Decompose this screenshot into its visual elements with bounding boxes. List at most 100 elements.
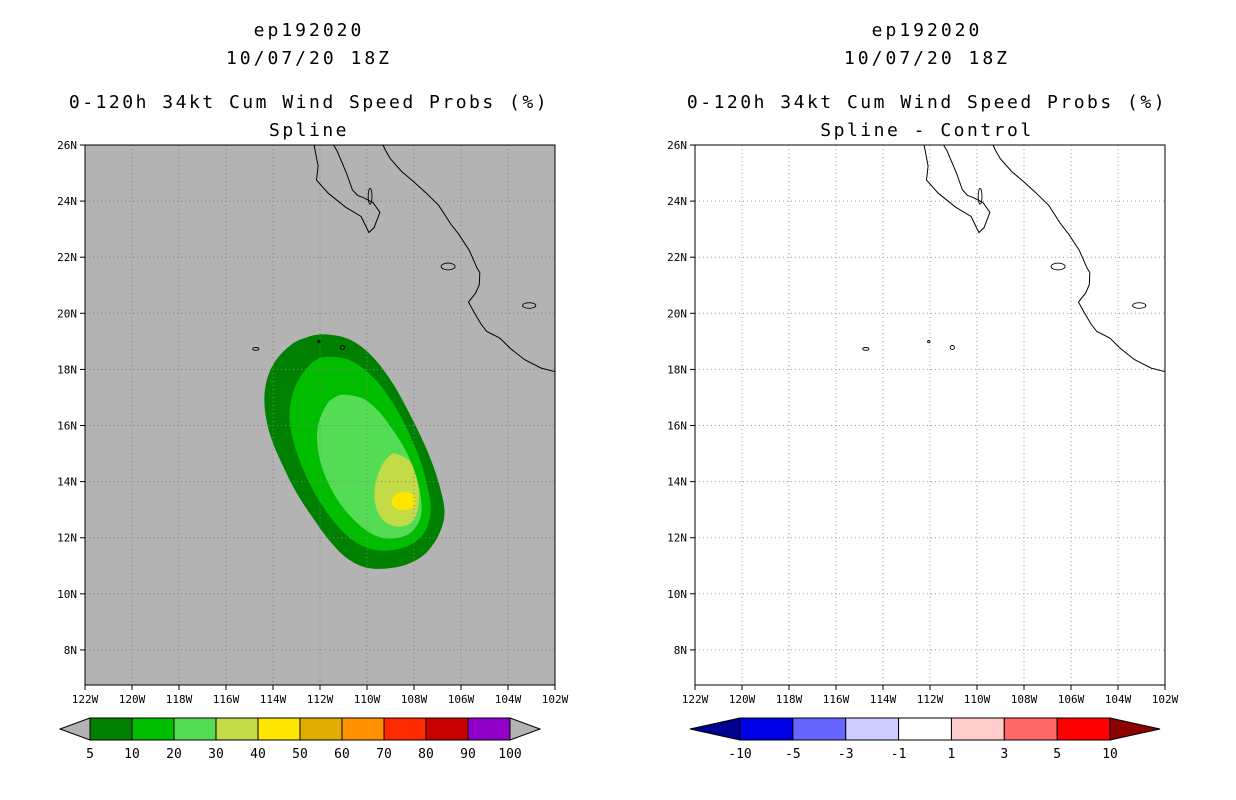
probability-map-spline: 26N 24N 22N 20N 18N 16N 14N 12N 10N 8N 122W 120W 118… <box>57 139 569 762</box>
colorbar-box <box>898 717 952 741</box>
colorbar-box <box>257 717 301 741</box>
island-isla-clarion <box>862 347 870 351</box>
lon-tick-label: 110W <box>354 693 381 706</box>
lon-tick-label: 104W <box>1105 693 1132 706</box>
colorbar-tick-label: -10 <box>728 747 751 762</box>
lon-tick-label: 122W <box>72 693 99 706</box>
probability-contour-40pct <box>391 492 416 511</box>
lon-tick-label: 118W <box>166 693 193 706</box>
colorbar-tick-label: 10 <box>124 747 140 762</box>
panel-spline-minus-control: ep192020 10/07/20 18Z 0-120h 34kt Cum Wi… <box>618 0 1236 800</box>
lon-tick-label: 112W <box>307 693 334 706</box>
colorbar: -10 -5 -3 -1 1 3 5 10 <box>689 717 1161 762</box>
lon-tick-label: 110W <box>964 693 991 706</box>
island-lake-chapala <box>522 302 537 309</box>
lon-tick-label: 104W <box>495 693 522 706</box>
colorbar-tick-label: 5 <box>86 747 94 762</box>
colorbar-box <box>950 717 1005 741</box>
colorbar-box <box>131 717 175 741</box>
coastline-mexico-mainland <box>382 144 556 373</box>
colorbar-box <box>383 717 427 741</box>
colorbar-tick-label: 70 <box>376 747 392 762</box>
coastline-baja-california <box>923 144 991 234</box>
lon-tick-label: 108W <box>401 693 428 706</box>
colorbar-tick-label: 60 <box>334 747 350 762</box>
lon-tick-label: 122W <box>682 693 709 706</box>
lat-tick-label: 22N <box>57 251 77 264</box>
colorbar-box <box>89 717 133 741</box>
lon-tick-label: 114W <box>260 693 287 706</box>
lon-tick-label: 114W <box>870 693 897 706</box>
valid-time-title: 10/07/20 18Z <box>225 48 393 69</box>
lat-tick-label: 24N <box>57 195 77 208</box>
lon-tick-label: 118W <box>776 693 803 706</box>
lon-tick-label: 116W <box>213 693 240 706</box>
colorbar-box <box>425 717 469 741</box>
colorbar-tick-label: 90 <box>460 747 476 762</box>
colorbar-tick-label: 10 <box>1102 747 1118 762</box>
colorbar-box <box>1056 717 1111 741</box>
colorbar: 5 10 20 30 40 50 60 70 80 90 100 <box>58 717 542 762</box>
lat-tick-label: 26N <box>57 139 77 152</box>
colorbar-tick-label: 30 <box>208 747 224 762</box>
lat-tick-label: 12N <box>57 532 77 545</box>
colorbar-tick-label: -1 <box>891 747 907 762</box>
lon-tick-label: 120W <box>729 693 756 706</box>
colorbar-box <box>467 717 511 741</box>
colorbar-tick-label: 100 <box>498 747 521 762</box>
island-isla-socorro <box>949 345 955 350</box>
colorbar-tick-label: 80 <box>418 747 434 762</box>
variant-subtitle: Spline <box>268 120 350 141</box>
colorbar-box <box>173 717 217 741</box>
lat-tick-label: 10N <box>667 588 687 601</box>
colorbar-under-arrow <box>58 717 91 741</box>
island-lake-chapala <box>1132 302 1147 309</box>
probability-map-difference: 26N 24N 22N 20N 18N 16N 14N 12N 10N 8N 122W 120W 118… <box>667 139 1179 762</box>
island-isla-clarion <box>252 347 260 351</box>
lon-tick-label: 102W <box>542 693 569 706</box>
colorbar-box <box>341 717 385 741</box>
valid-time-title: 10/07/20 18Z <box>843 48 1011 69</box>
variant-subtitle: Spline - Control <box>820 120 1034 141</box>
lat-tick-label: 14N <box>57 476 77 489</box>
product-subtitle: 0-120h 34kt Cum Wind Speed Probs (%) <box>68 92 550 113</box>
lon-tick-label: 108W <box>1011 693 1038 706</box>
island-islas-marias <box>440 262 456 271</box>
lat-tick-label: 16N <box>667 420 687 433</box>
colorbar-box <box>739 717 794 741</box>
colorbar-over-arrow <box>1109 717 1161 741</box>
colorbar-tick-label: -3 <box>838 747 854 762</box>
lon-tick-label: 112W <box>917 693 944 706</box>
map-ocean-background <box>695 145 1165 685</box>
colorbar-box <box>1003 717 1058 741</box>
lon-tick-label: 106W <box>1058 693 1085 706</box>
colorbar-tick-label: -5 <box>785 747 801 762</box>
colorbar-box <box>792 717 847 741</box>
lon-tick-label: 106W <box>448 693 475 706</box>
island-isla-cerralvo <box>367 187 373 205</box>
lat-tick-label: 24N <box>667 195 687 208</box>
lat-tick-label: 18N <box>57 363 77 376</box>
colorbar-tick-label: 50 <box>292 747 308 762</box>
lat-tick-label: 18N <box>667 363 687 376</box>
island-islas-marias <box>1050 262 1066 271</box>
colorbar-box <box>845 717 900 741</box>
lon-tick-label: 102W <box>1152 693 1179 706</box>
island-isla-cerralvo <box>977 187 983 205</box>
coastline-baja-california <box>313 144 381 234</box>
colorbar-under-arrow <box>689 717 741 741</box>
colorbar-tick-label: 3 <box>1000 747 1008 762</box>
colorbar-tick-label: 1 <box>948 747 956 762</box>
lat-tick-label: 8N <box>64 644 77 657</box>
storm-id-title: ep192020 <box>253 20 365 41</box>
lat-tick-label: 26N <box>667 139 687 152</box>
lat-tick-label: 16N <box>57 420 77 433</box>
island-roca-partida <box>927 340 931 344</box>
storm-id-title: ep192020 <box>871 20 983 41</box>
lat-tick-label: 12N <box>667 532 687 545</box>
lat-tick-label: 20N <box>57 307 77 320</box>
colorbar-tick-label: 20 <box>166 747 182 762</box>
product-subtitle: 0-120h 34kt Cum Wind Speed Probs (%) <box>686 92 1168 113</box>
colorbar-tick-label: 40 <box>250 747 266 762</box>
